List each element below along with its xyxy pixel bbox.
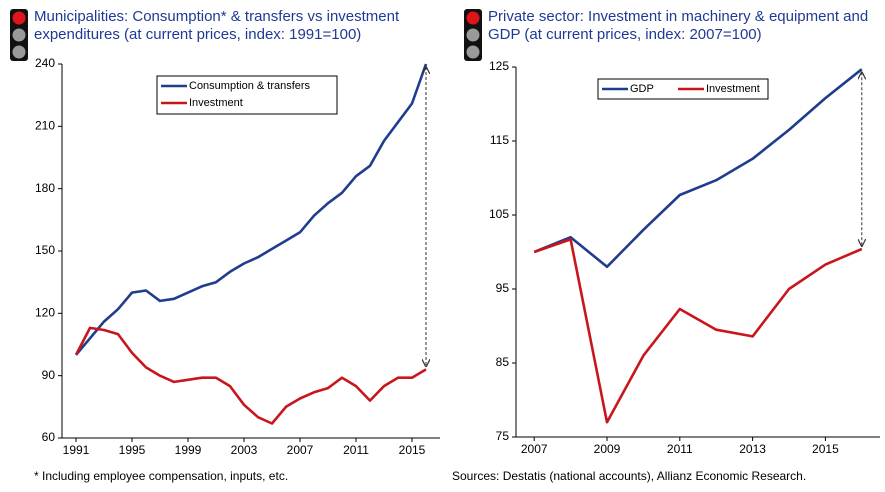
legend: Consumption & transfers Investment [156, 75, 338, 115]
x-tick-label: 1995 [119, 443, 146, 457]
legend: GDP Investment [597, 78, 769, 100]
series-line [74, 326, 427, 425]
y-tick-label: 210 [35, 119, 55, 133]
chart-title: Private sector: Investment in machinery … [488, 8, 869, 43]
y-tick-label: 90 [42, 368, 56, 382]
y-tick-label: 95 [496, 281, 510, 295]
legend-label: GDP [630, 83, 654, 95]
x-tick-label: 2007 [521, 442, 548, 456]
footnote: * Including employee compensation, input… [34, 469, 289, 483]
x-tick-label: 2015 [399, 443, 426, 457]
x-tick-label: 2011 [343, 443, 369, 457]
legend-label: Investment [189, 97, 243, 109]
x-tick-label: 2003 [231, 443, 258, 457]
y-tick-label: 240 [35, 56, 55, 70]
series-line [75, 63, 428, 356]
y-tick-label: 105 [489, 207, 509, 221]
x-tick-label: 1991 [63, 443, 90, 457]
y-tick-label: 115 [490, 133, 509, 147]
y-tick-label: 85 [496, 355, 510, 369]
series-line [533, 238, 863, 424]
footnote: Sources: Destatis (national accounts), A… [452, 469, 807, 483]
x-tick-label: 2009 [594, 442, 621, 456]
y-tick-label: 180 [35, 181, 55, 195]
x-tick-label: 2015 [812, 442, 839, 456]
series-line [533, 68, 863, 269]
chart-title: Municipalities: Consumption* & transfers… [34, 8, 400, 43]
y-tick-label: 150 [35, 243, 55, 257]
legend-label: Consumption & transfers [189, 80, 311, 92]
y-tick-label: 120 [35, 306, 55, 320]
y-tick-label: 60 [42, 430, 56, 444]
legend-label: Investment [706, 83, 760, 95]
legend-box [156, 75, 338, 115]
y-tick-label: 125 [489, 59, 509, 73]
x-tick-label: 2013 [739, 442, 766, 456]
x-tick-label: 1999 [175, 443, 202, 457]
traffic-light [464, 9, 482, 61]
y-tick-label: 75 [496, 429, 510, 443]
x-tick-label: 2007 [287, 443, 314, 457]
traffic-light [10, 9, 28, 61]
x-tick-label: 2011 [667, 442, 693, 456]
